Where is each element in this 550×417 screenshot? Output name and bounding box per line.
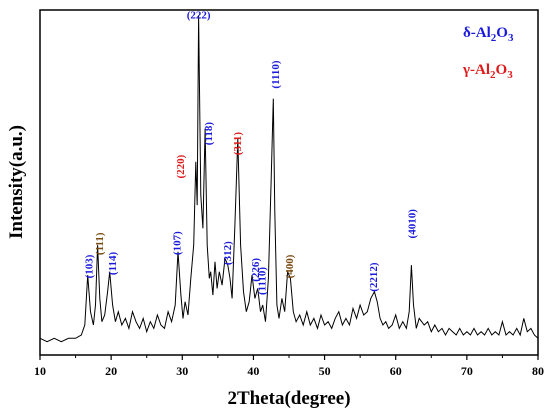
peak-label: (111) xyxy=(94,232,106,255)
legend: δ-Al2O3 γ-Al2O3 xyxy=(462,25,514,81)
peak-label: (103) xyxy=(83,254,95,278)
spectrum-line xyxy=(39,15,539,343)
x-tick-label: 70 xyxy=(461,364,473,378)
peak-label: (311) xyxy=(232,132,244,156)
peak-label: (312) xyxy=(222,241,234,265)
x-tick-label: 20 xyxy=(105,364,117,378)
legend-entry: γ-Al2O3 xyxy=(462,62,513,81)
peak-label: (118) xyxy=(203,122,215,146)
peak-label: (4010) xyxy=(406,209,418,239)
x-tick-label: 40 xyxy=(247,364,259,378)
peak-label: (222) xyxy=(187,10,211,22)
peak-label: (114) xyxy=(107,252,119,276)
legend-entry: δ-Al2O3 xyxy=(463,25,514,44)
peak-labels: (103)(111)(114) (107) (220) (222) (118) (311)… xyxy=(83,10,418,295)
x-tick-label: 30 xyxy=(176,364,188,378)
peak-label: (220) xyxy=(175,154,187,178)
peak-label: (1110) xyxy=(270,60,282,88)
x-tick-label: 60 xyxy=(390,364,402,378)
y-axis-title: Intensity(a.u.) xyxy=(6,125,27,239)
x-tick-label: 80 xyxy=(532,364,544,378)
peak-label: (226) xyxy=(250,258,262,282)
peak-label: (1110) xyxy=(256,267,268,295)
x-axis-title: 2Theta(degree) xyxy=(227,388,350,409)
peak-label: (107) xyxy=(172,231,184,255)
x-tick-label: 50 xyxy=(319,364,331,378)
x-tick-label: 10 xyxy=(34,364,46,378)
peak-label: (2212) xyxy=(368,262,380,292)
peak-label: (400) xyxy=(284,254,296,278)
x-axis-ticks: 10 20 30 40 50 60 70 80 xyxy=(34,355,544,378)
